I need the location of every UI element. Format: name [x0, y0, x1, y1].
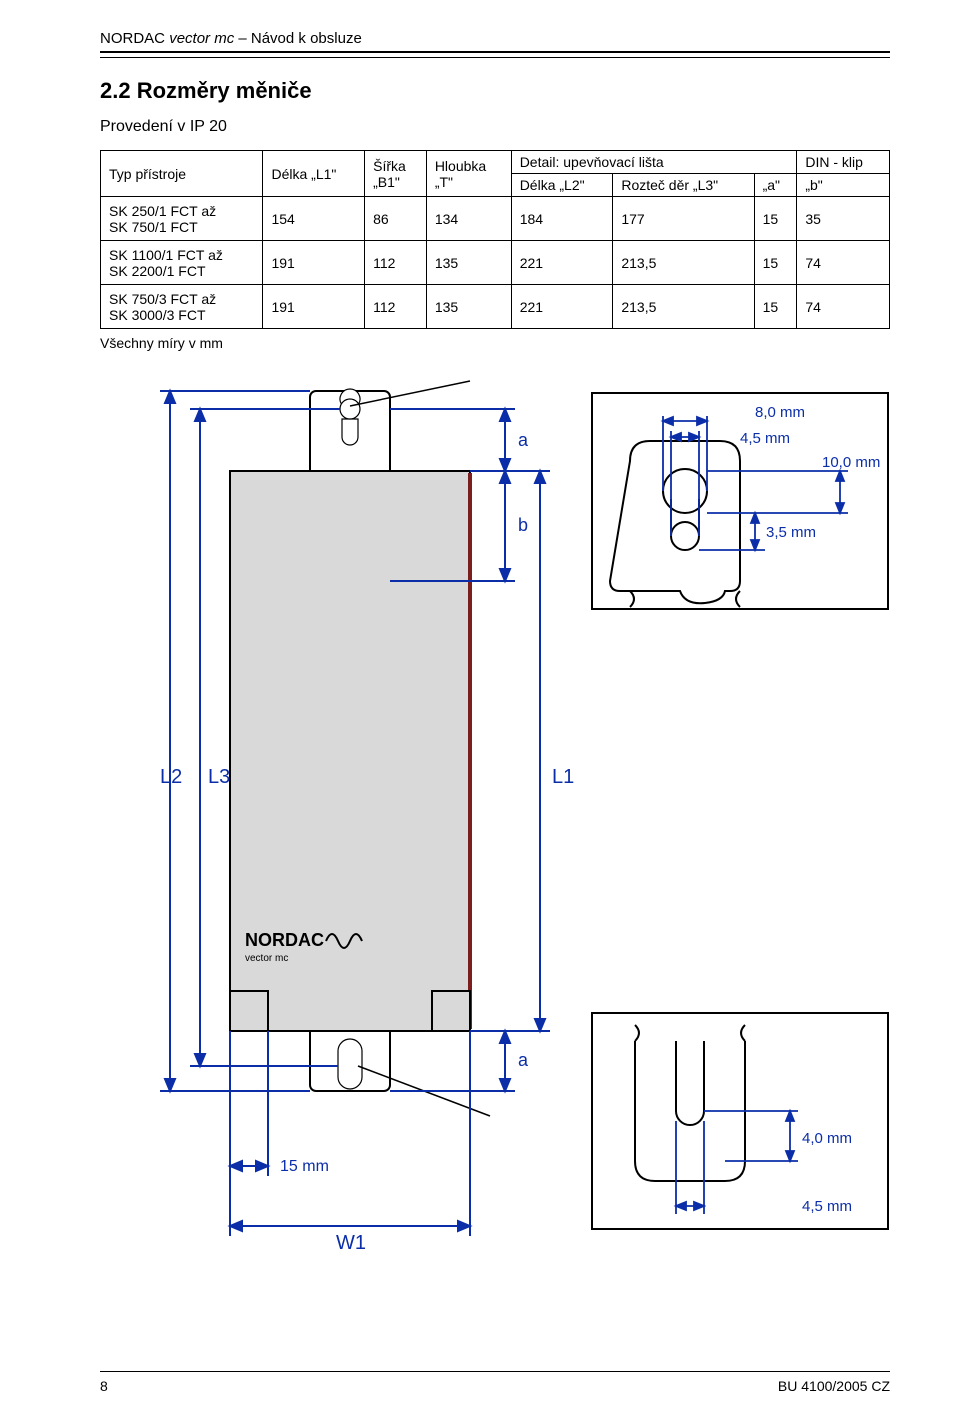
svg-text:4,5 mm: 4,5 mm	[740, 430, 790, 447]
page-number: 8	[100, 1378, 108, 1394]
col-t: Hloubka „T"	[426, 151, 511, 197]
section-heading: 2.2 Rozměry měniče	[100, 78, 890, 104]
col-b: „b"	[797, 174, 890, 197]
svg-text:4,0 mm: 4,0 mm	[802, 1130, 852, 1147]
col-b1: Šířka „B1"	[365, 151, 427, 197]
header-rule	[100, 57, 890, 58]
detail-bottom: 4,0 mm 4,5 mm	[590, 1011, 890, 1231]
col-typ: Typ přístroje	[101, 151, 263, 197]
svg-text:8,0 mm: 8,0 mm	[755, 404, 805, 421]
svg-text:4,5 mm: 4,5 mm	[802, 1198, 852, 1215]
svg-text:L2: L2	[160, 766, 182, 788]
dimensions-table: Typ přístroje Délka „L1" Šířka „B1" Hlou…	[100, 150, 890, 329]
svg-text:b: b	[518, 515, 528, 535]
svg-text:15 mm: 15 mm	[280, 1158, 329, 1175]
table-row: SK 1100/1 FCT ažSK 2200/1 FCT 191 112 13…	[101, 241, 890, 285]
section-title: Rozměry měniče	[137, 78, 312, 103]
main-drawing: NORDAC vector mc L2 L3	[90, 371, 610, 1311]
detail-top: 8,0 mm 4,5 mm 10,0 mm 3,5 mm	[590, 391, 890, 611]
col-l2: Délka „L2"	[511, 174, 613, 197]
header-product: NORDAC	[100, 30, 165, 47]
svg-text:NORDAC: NORDAC	[245, 930, 324, 950]
doc-header: NORDAC vector mc – Návod k obsluze	[100, 30, 890, 53]
col-din: DIN - klip	[797, 151, 890, 174]
svg-text:L3: L3	[208, 766, 230, 788]
col-detail: Detail: upevňovací lišta	[511, 151, 797, 174]
svg-text:3,5 mm: 3,5 mm	[766, 524, 816, 541]
svg-text:a: a	[518, 430, 529, 450]
table-row: SK 250/1 FCT ažSK 750/1 FCT 154 86 134 1…	[101, 197, 890, 241]
header-model: vector mc	[169, 30, 234, 47]
col-l1: Délka „L1"	[263, 151, 365, 197]
all-dims-mm: Všechny míry v mm	[100, 335, 890, 351]
table-row: SK 750/3 FCT ažSK 3000/3 FCT 191 112 135…	[101, 285, 890, 329]
svg-text:10,0 mm: 10,0 mm	[822, 454, 880, 471]
svg-text:W1: W1	[336, 1232, 366, 1254]
diagram-area: NORDAC vector mc L2 L3	[90, 371, 880, 1331]
page-footer: 8 BU 4100/2005 CZ	[100, 1371, 890, 1394]
col-a: „a"	[754, 174, 797, 197]
section-number: 2.2	[100, 78, 131, 103]
doc-ref: BU 4100/2005 CZ	[778, 1378, 890, 1394]
svg-text:vector mc: vector mc	[245, 953, 288, 964]
section-subtitle: Provedení v IP 20	[100, 118, 890, 136]
svg-text:a: a	[518, 1050, 529, 1070]
svg-text:L1: L1	[552, 766, 574, 788]
header-doc: – Návod k obsluze	[238, 30, 361, 47]
col-l3: Rozteč děr „L3"	[613, 174, 754, 197]
